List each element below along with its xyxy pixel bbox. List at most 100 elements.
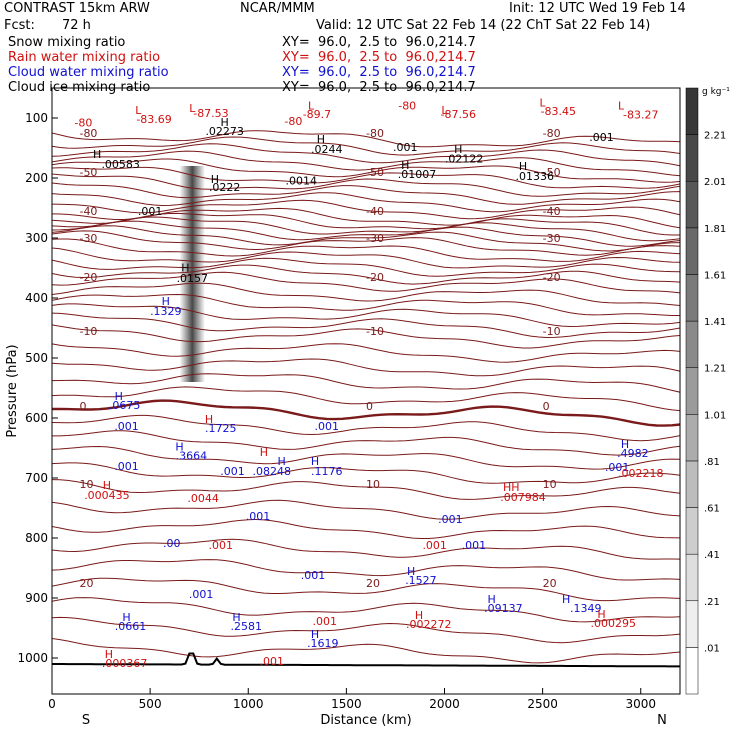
y-axis-label: Pressure (hPa)	[5, 344, 20, 437]
isotherm-label: 20	[366, 577, 380, 590]
contour-annotation: .001	[220, 465, 245, 478]
contour-annotation: -80	[74, 116, 92, 129]
contour-annotation: H	[122, 611, 130, 624]
contour-annotation: H	[115, 390, 123, 403]
x-tick-label: 0	[48, 697, 56, 711]
contour-annotation: .002218	[618, 467, 664, 480]
contour-annotation: L	[189, 102, 196, 115]
isotherm-line	[52, 479, 680, 500]
contour-annotation: .002272	[406, 618, 452, 631]
isotherm-line	[52, 150, 680, 177]
isotherm-line	[52, 238, 680, 262]
isotherm-line	[52, 373, 680, 393]
x-end-label-right: N	[657, 713, 667, 728]
contour-annotation: .02122	[445, 152, 484, 165]
contour-annotation: H	[232, 611, 240, 624]
contour-annotation: H	[103, 479, 111, 492]
contour-annotation: -83.69	[136, 113, 171, 126]
contour-annotation: H	[401, 159, 409, 172]
contour-annotation: .001	[393, 141, 418, 154]
contour-annotation: H	[621, 438, 629, 451]
isotherm-line	[52, 293, 680, 316]
isotherm-label: -30	[79, 232, 97, 245]
isotherm-line	[52, 130, 680, 148]
contour-annotation: .4982	[617, 447, 649, 460]
isotherm-line	[52, 143, 680, 167]
init-time: Init: 12 UTC Wed 19 Feb 14	[509, 1, 686, 16]
contour-annotation: .0157	[177, 272, 209, 285]
colorbar-segment	[685, 600, 699, 648]
x-tick-label: 1500	[331, 697, 362, 711]
isotherm-line	[52, 158, 680, 183]
contour-annotation: -87.56	[441, 108, 476, 121]
contour-annotation: L	[540, 97, 547, 110]
isotherm-line	[52, 257, 680, 277]
contour-annotation: H	[105, 648, 113, 661]
isotherm-line	[52, 192, 680, 213]
contour-annotation: H	[205, 413, 213, 426]
contour-annotation: .0044	[187, 492, 219, 505]
contour-annotation: .1619	[307, 637, 339, 650]
isotherm-label: -50	[366, 166, 384, 179]
colorbar-unit: g kg⁻¹	[702, 87, 730, 97]
terrain-line	[52, 652, 680, 668]
valid-time: Valid: 12 UTC Sat 22 Feb 14 (22 ChT Sat …	[316, 18, 651, 33]
contour-annotation: .001	[438, 513, 463, 526]
contour-annotation: -80	[398, 100, 416, 113]
contour-annotation: .2581	[231, 620, 263, 633]
fcst-value: 72 h	[62, 18, 91, 33]
colorbar-label: 1.21	[704, 364, 726, 375]
x-tick-label: 2000	[429, 697, 460, 711]
fcst-label: Fcst:	[4, 18, 35, 33]
isotherm-line	[52, 597, 680, 623]
contour-annotation: .001	[189, 588, 214, 601]
colorbar-label: .21	[704, 597, 720, 608]
contour-annotation: .0661	[115, 620, 147, 633]
colorbar-label: 2.21	[704, 131, 726, 142]
contour-annotation: H	[175, 440, 183, 453]
contour-annotation: .0014	[285, 175, 317, 188]
isotherm-label: -20	[366, 271, 384, 284]
isotherm-label: -20	[543, 271, 561, 284]
contour-annotation: .001	[315, 420, 340, 433]
contour-annotation: .001	[114, 420, 139, 433]
isotherm-line	[52, 216, 680, 242]
isotherm-label: -80	[543, 127, 561, 140]
isotherm-label: -80	[79, 127, 97, 140]
isotherm-label: -50	[79, 166, 97, 179]
colorbar-segment	[685, 134, 699, 182]
contour-annotation: .001	[313, 615, 338, 628]
y-tick-label: 700	[25, 471, 48, 485]
colorbar-label: .41	[704, 550, 720, 561]
isotherm-label: 10	[366, 478, 380, 491]
contour-annotation: HH	[503, 481, 520, 494]
contour-annotation: .000435	[84, 489, 130, 502]
contour-annotation: .3664	[176, 449, 208, 462]
contour-annotation: H	[311, 455, 319, 468]
isotherm-line	[52, 538, 680, 560]
contour-annotation: .1176	[311, 465, 343, 478]
contour-annotation: H	[221, 116, 229, 129]
contour-annotation: .001	[260, 655, 285, 668]
contour-annotation: .000367	[102, 657, 148, 670]
colorbar-label: .01	[704, 643, 720, 654]
org-label: NCAR/MMM	[240, 1, 315, 16]
contour-annotation: L	[618, 100, 625, 113]
contour-annotation: H	[181, 262, 189, 275]
isotherm-label: 0	[79, 400, 86, 413]
contour-annotation: H	[311, 628, 319, 641]
y-tick-label: 1000	[17, 651, 48, 665]
isotherm-label: -10	[366, 325, 384, 338]
colorbar-segment	[685, 647, 699, 695]
contour-annotation: H	[93, 148, 101, 161]
contour-annotation: .007984	[500, 491, 546, 504]
legend-rain-name: Rain water mixing ratio	[8, 50, 161, 65]
plot-frame	[51, 87, 681, 695]
contour-annotation: H	[487, 593, 495, 606]
isotherm-line	[52, 343, 680, 363]
isotherm-line	[52, 445, 680, 470]
x-end-label-left: S	[82, 713, 90, 728]
isotherm-line	[52, 271, 680, 294]
colorbar-segment	[685, 460, 699, 508]
contour-annotation: .01336	[516, 170, 555, 183]
